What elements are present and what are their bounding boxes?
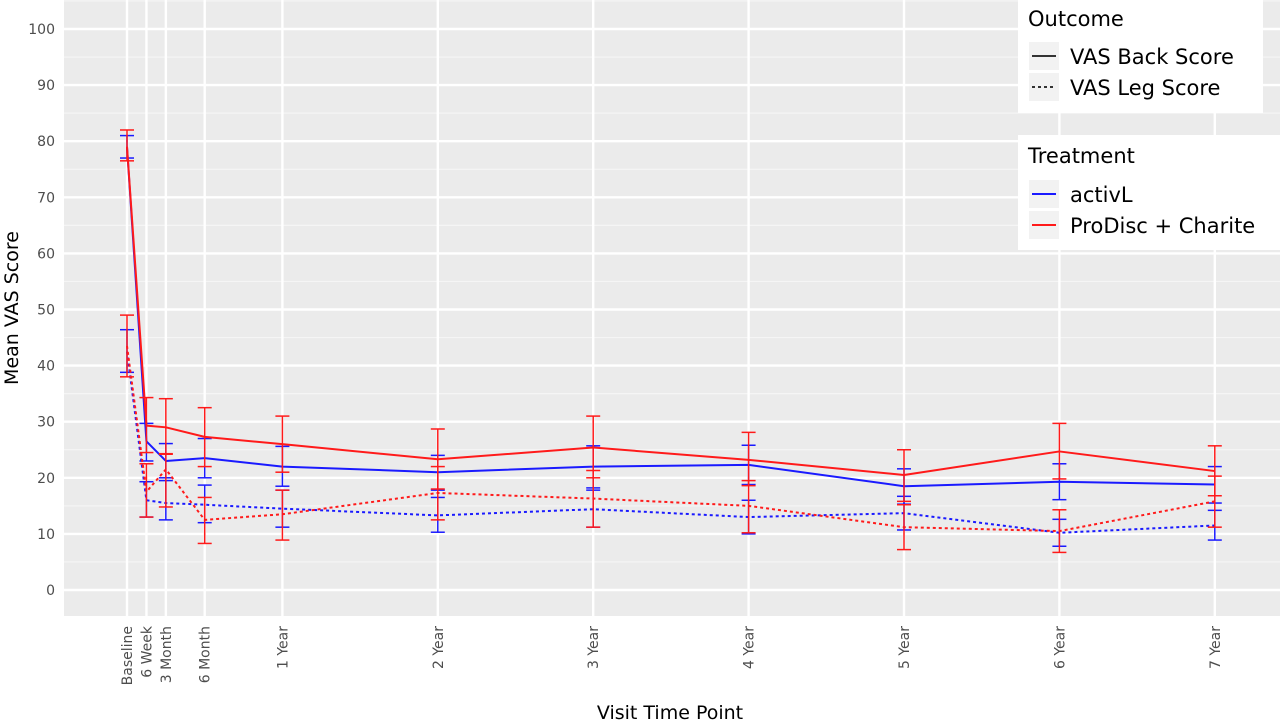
x-tick-label: Baseline [120, 626, 136, 685]
legend-box [1018, 135, 1280, 250]
y-tick-label: 20 [37, 471, 55, 487]
y-tick-label: 10 [37, 527, 55, 543]
y-tick-label: 0 [46, 583, 55, 599]
series-line [126, 351, 1215, 534]
legend-label: VAS Back Score [1070, 45, 1234, 69]
legend-outcome: Outcome VAS Back Score VAS Leg Score [1018, 0, 1263, 113]
series-layer [120, 129, 1222, 554]
x-tick-label: 1 Year [275, 626, 291, 669]
series-3 [120, 314, 1222, 554]
x-tick-label: 3 Month [159, 626, 175, 683]
x-tick-label: 7 Year [1208, 626, 1224, 669]
legend-label: VAS Leg Score [1070, 76, 1220, 100]
error-bar [158, 452, 173, 508]
legends: Outcome VAS Back Score VAS Leg Score Treatm… [1018, 0, 1280, 250]
x-tick-labels: Baseline 6 Week 3 Month 6 Month 1 Year 2 Year… [120, 625, 1224, 685]
y-tick-label: 70 [37, 190, 55, 206]
x-tick-label: 6 Year [1052, 626, 1068, 669]
legend-title: Treatment [1027, 144, 1135, 168]
x-axis-title: Visit Time Point [597, 702, 743, 720]
legend-label: activL [1070, 183, 1133, 207]
legend-label: ProDisc + Charite [1070, 214, 1255, 238]
x-tick-label: 6 Week [139, 625, 155, 678]
x-tick-label: 3 Year [586, 626, 602, 669]
y-tick-labels: 0 10 20 30 40 50 60 70 80 90 100 [28, 22, 55, 599]
y-tick-label: 100 [28, 22, 55, 38]
series-line [126, 146, 1215, 476]
x-tick-label: 2 Year [431, 626, 447, 669]
y-tick-label: 50 [37, 303, 55, 319]
legend-title: Outcome [1028, 7, 1124, 31]
x-tick-label: 6 Month [198, 626, 214, 683]
y-tick-label: 80 [37, 134, 55, 150]
series-line [126, 345, 1215, 533]
x-tick-label: 4 Year [742, 626, 758, 669]
y-tick-label: 30 [37, 415, 55, 431]
legend-treatment: Treatment activL ProDisc + Charite [1018, 135, 1280, 250]
x-tick-label: 5 Year [897, 626, 913, 669]
y-tick-label: 60 [37, 246, 55, 262]
y-axis-title: Mean VAS Score [1, 231, 23, 385]
y-tick-label: 40 [37, 359, 55, 375]
y-tick-label: 90 [37, 78, 55, 94]
